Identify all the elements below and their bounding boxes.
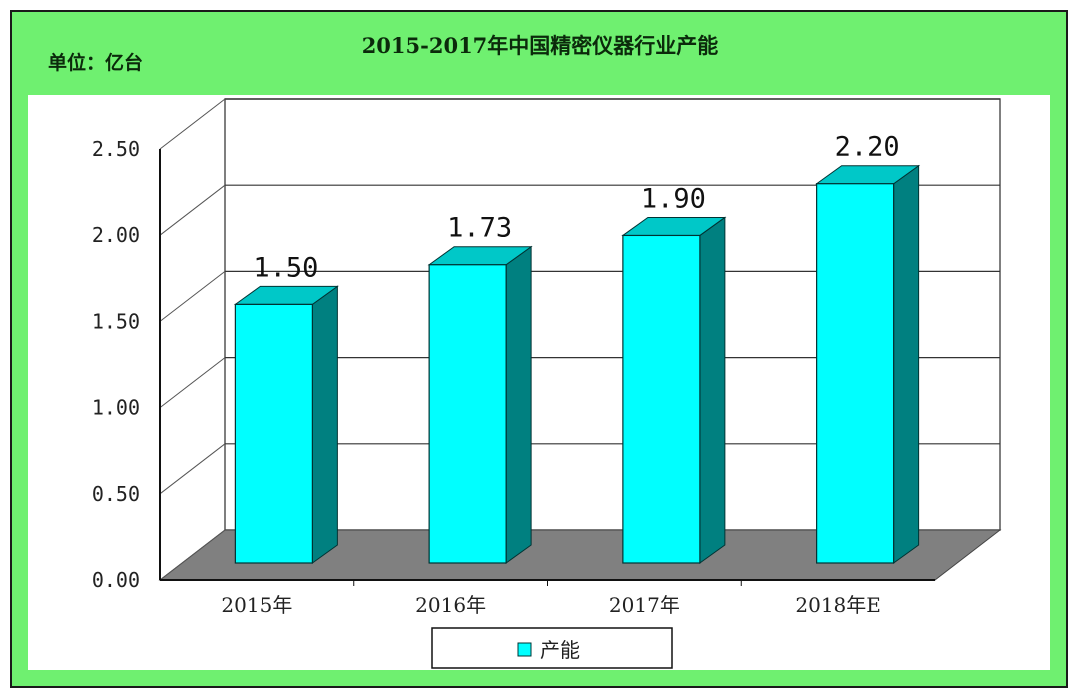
- bar: [815, 164, 921, 564]
- bar-front: [622, 234, 701, 564]
- bar-side: [893, 164, 920, 564]
- side-gridline: [159, 529, 226, 581]
- legend-swatch: [517, 642, 532, 657]
- data-label: 1.90: [641, 183, 706, 214]
- legend-label: 产能: [540, 638, 580, 662]
- side-gridline: [159, 271, 226, 322]
- y-tick-label: 1.00: [92, 396, 140, 420]
- y-tick-label: 2.50: [92, 137, 140, 161]
- chart-title: 2015-2017年中国精密仪器行业产能: [361, 33, 719, 58]
- bar: [427, 245, 533, 564]
- side-gridline: [159, 357, 226, 408]
- y-tick-label: 2.00: [92, 223, 140, 247]
- bar-front: [428, 264, 507, 564]
- x-tick-label: 2016年: [415, 593, 486, 617]
- bar-side: [311, 285, 338, 564]
- side-gridline: [159, 98, 226, 150]
- unit-label: 单位：亿台: [48, 52, 144, 74]
- bar: [621, 216, 727, 564]
- x-tick-label: 2015年: [221, 593, 292, 617]
- side-gridline: [159, 443, 226, 495]
- bar-front: [816, 183, 895, 564]
- y-tick-label: 0.00: [92, 568, 140, 592]
- side-gridline: [159, 184, 226, 236]
- bar-side: [699, 216, 726, 564]
- bar-side: [505, 245, 532, 564]
- x-tick-label: 2017年: [609, 593, 680, 617]
- y-tick-label: 1.50: [92, 309, 140, 333]
- bar: [233, 285, 339, 564]
- x-tick-label: 2018年E: [795, 593, 881, 617]
- data-label: 1.73: [447, 213, 512, 244]
- data-label: 1.50: [253, 252, 318, 283]
- data-label: 2.20: [835, 132, 900, 163]
- bar-front: [234, 303, 313, 564]
- legend-box: [431, 627, 673, 669]
- y-tick-label: 0.50: [92, 482, 140, 506]
- legend: 产能: [431, 627, 673, 669]
